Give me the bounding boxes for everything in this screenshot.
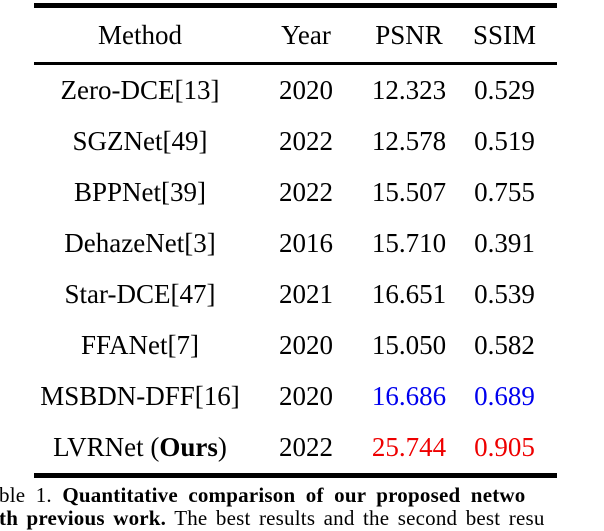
psnr-cell: 15.050: [371, 330, 447, 360]
method-name-suffix: ): [217, 432, 227, 462]
method-name: MSBDN-DFF[16]: [40, 381, 240, 411]
ssim-cell: 0.529: [474, 75, 535, 105]
caption-label: ble 1.: [0, 483, 63, 507]
table-row: Zero-DCE[13] 2020 12.323 0.529: [34, 65, 557, 116]
table-caption-line-2: th previous work. The best results and t…: [0, 506, 545, 531]
method-name-bold: Ours: [159, 432, 218, 462]
table-row: DehazeNet[3] 2016 15.710 0.391: [34, 218, 557, 269]
year-cell: 2022: [279, 126, 333, 156]
method-cell: SGZNet[49]: [34, 126, 246, 157]
method-cell: MSBDN-DFF[16]: [34, 381, 246, 412]
method-cell: FFANet[7]: [34, 330, 246, 361]
ssim-cell: 0.905: [474, 432, 535, 462]
col-header-psnr: PSNR: [375, 19, 443, 50]
psnr-cell: 16.651: [371, 279, 447, 309]
psnr-cell: 15.710: [371, 228, 447, 258]
method-cell: Star-DCE[47]: [34, 279, 246, 310]
results-table: Method Year PSNR SSIM Zero-DCE[13] 2020 …: [34, 3, 557, 478]
table-caption-line-1: ble 1. Quantitative comparison of our pr…: [0, 483, 525, 508]
method-cell: LVRNet (Ours): [34, 432, 246, 463]
method-name: DehazeNet[3]: [64, 228, 216, 258]
table-row: LVRNet (Ours) 2022 25.744 0.905: [34, 422, 557, 473]
table-row: MSBDN-DFF[16] 2020 16.686 0.689: [34, 371, 557, 422]
method-cell: BPPNet[39]: [34, 177, 246, 208]
year-cell: 2020: [279, 330, 333, 360]
method-cell: DehazeNet[3]: [34, 228, 246, 259]
ssim-cell: 0.755: [474, 177, 535, 207]
method-name: FFANet[7]: [81, 330, 199, 360]
method-name: Star-DCE[47]: [64, 279, 216, 309]
col-header-year: Year: [281, 19, 331, 50]
method-name: SGZNet[49]: [72, 126, 208, 156]
ssim-cell: 0.689: [474, 381, 535, 411]
ssim-cell: 0.391: [474, 228, 535, 258]
method-name: BPPNet[39]: [73, 177, 206, 207]
ssim-cell: 0.582: [474, 330, 535, 360]
year-cell: 2022: [279, 432, 333, 462]
caption-bold-text: th previous work.: [0, 506, 167, 530]
table-header-row: Method Year PSNR SSIM: [34, 8, 557, 65]
psnr-cell: 25.744: [371, 432, 447, 462]
method-name: Zero-DCE[13]: [60, 75, 220, 105]
psnr-cell: 12.578: [371, 126, 447, 156]
year-cell: 2016: [279, 228, 333, 258]
psnr-cell: 12.323: [371, 75, 447, 105]
table-row: BPPNet[39] 2022 15.507 0.755: [34, 167, 557, 218]
method-cell: Zero-DCE[13]: [34, 75, 246, 106]
psnr-cell: 15.507: [371, 177, 447, 207]
year-cell: 2022: [279, 177, 333, 207]
psnr-cell: 16.686: [371, 381, 447, 411]
col-header-ssim: SSIM: [472, 19, 537, 50]
table-row: FFANet[7] 2020 15.050 0.582: [34, 320, 557, 371]
year-cell: 2021: [279, 279, 333, 309]
ssim-cell: 0.539: [474, 279, 535, 309]
caption-bold-text: Quantitative comparison of our proposed …: [62, 483, 526, 507]
year-cell: 2020: [279, 381, 333, 411]
year-cell: 2020: [279, 75, 333, 105]
method-name: LVRNet (: [53, 432, 160, 462]
ssim-cell: 0.519: [474, 126, 535, 156]
col-header-method: Method: [98, 19, 182, 50]
table-row: Star-DCE[47] 2021 16.651 0.539: [34, 269, 557, 320]
caption-regular-text: The best results and the second best res…: [166, 506, 545, 530]
table-row: SGZNet[49] 2022 12.578 0.519: [34, 116, 557, 167]
